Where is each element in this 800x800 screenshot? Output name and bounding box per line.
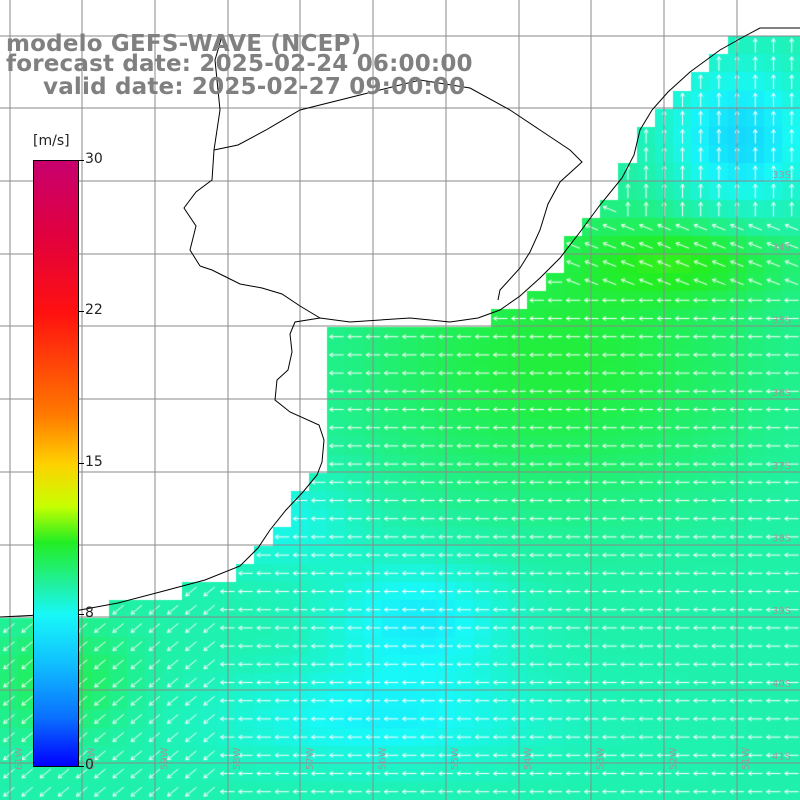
- latitude-label: 40S: [772, 679, 791, 690]
- colorbar-tick-30: 30: [85, 151, 103, 167]
- latitude-label: 38S: [772, 534, 791, 545]
- border-line-north: [213, 79, 583, 301]
- longitude-label: 53W: [596, 747, 607, 770]
- coastline: [117, 27, 800, 604]
- longitude-label: 52W: [668, 747, 679, 770]
- latitude-label: 35S: [772, 315, 791, 326]
- longitude-label: 59W: [159, 747, 170, 770]
- longitude-label: 61W: [14, 747, 25, 770]
- colorbar-unit: [m/s]: [33, 133, 70, 149]
- longitude-label: 60W: [87, 747, 98, 770]
- latitude-label: 41S: [772, 752, 791, 763]
- latitude-label: 33S: [772, 170, 791, 181]
- longitude-label: 56W: [378, 747, 389, 770]
- border-line: [183, 35, 223, 267]
- longitude-label: 58W: [232, 747, 243, 770]
- latitude-label: 36S: [772, 388, 791, 399]
- latitude-label: 37S: [772, 461, 791, 472]
- estuary-shore: [199, 265, 321, 319]
- colorbar-tick-22: 22: [85, 302, 103, 318]
- longitude-label: 51W: [741, 747, 752, 770]
- longitude-label: 57W: [305, 747, 316, 770]
- latitude-label: 34S: [772, 243, 791, 254]
- colorbar-tick-15: 15: [85, 454, 103, 470]
- colorbar: [33, 160, 79, 767]
- colorbar-tick-8: 8: [85, 605, 94, 621]
- valid-date: valid date: 2025-02-27 09:00:00: [43, 74, 466, 100]
- model-title: modelo GEFS-WAVE (NCEP): [6, 31, 362, 57]
- longitude-label: 55W: [450, 747, 461, 770]
- colorbar-tick-0: 0: [85, 757, 94, 773]
- longitude-label: 54W: [523, 747, 534, 770]
- forecast-date: forecast date: 2025-02-24 06:00:00: [6, 51, 473, 77]
- latitude-label: 39S: [772, 606, 791, 617]
